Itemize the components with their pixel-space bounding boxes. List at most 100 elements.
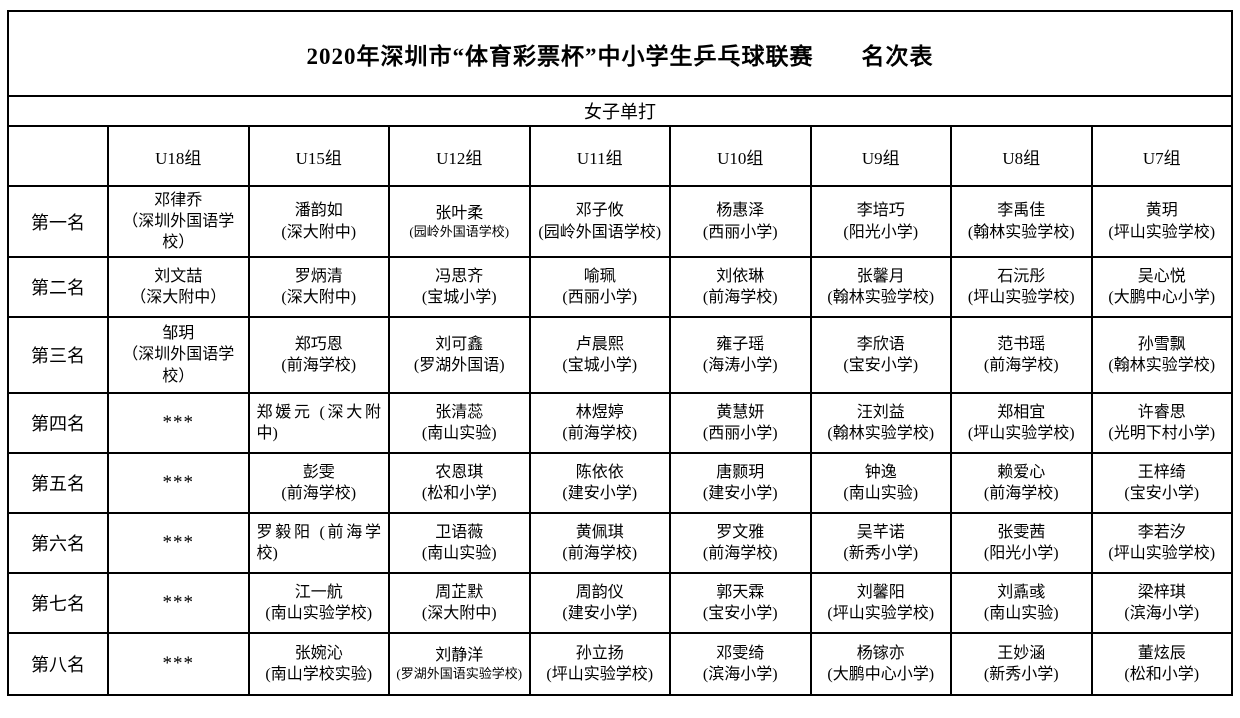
player-name: 罗炳清 bbox=[294, 267, 343, 285]
player-school: （深圳外国语学校） bbox=[122, 346, 235, 385]
player-school: (南山实验) bbox=[983, 605, 1059, 622]
player-school: (罗湖外国语) bbox=[413, 357, 505, 374]
player-school: (南山学校实验) bbox=[265, 666, 373, 683]
table-row: 第八名 *** 张婉沁 (南山学校实验) 刘静洋 (罗湖外国语实验学校) 孙立扬 (坪山实验学… bbox=[7, 632, 1233, 696]
result-cell: 张婉沁 (南山学校实验) bbox=[247, 632, 390, 696]
result-cell: 唐颢玥 (建安小学) bbox=[669, 452, 812, 514]
group-header: U11组 bbox=[528, 125, 671, 187]
group-header: U18组 bbox=[107, 125, 250, 187]
player-name: 邹玥 bbox=[162, 325, 195, 343]
player-name: 黄佩琪 bbox=[575, 523, 624, 541]
subtitle-row: 女子单打 bbox=[7, 95, 1233, 127]
result-cell: 罗炳清 (深大附中) bbox=[247, 256, 390, 318]
player-name: 江一航 bbox=[294, 583, 343, 601]
player-school: (宝城小学) bbox=[562, 357, 638, 374]
player-name: 郑相宜 bbox=[997, 403, 1046, 421]
player-school: (光明下村小学) bbox=[1108, 425, 1216, 442]
rank-cell: 第二名 bbox=[7, 256, 109, 318]
player-name: 郭天霖 bbox=[716, 583, 765, 601]
player-name: 邓律乔 bbox=[154, 191, 203, 209]
player-name: 李培巧 bbox=[856, 202, 905, 220]
result-cell: 喻珮 (西丽小学) bbox=[528, 256, 671, 318]
result-cell: 吴心悦 (大鹏中心小学) bbox=[1090, 256, 1233, 318]
result-cell: 董炫辰 (松和小学) bbox=[1090, 632, 1233, 696]
player-name: 吴芊诺 bbox=[856, 523, 905, 541]
result-cell: 张馨月 (翰林实验学校) bbox=[809, 256, 952, 318]
player-name: 许睿思 bbox=[1137, 403, 1186, 421]
table-row: 第一名 邓律乔 （深圳外国语学校） 潘韵如 (深大附中) 张叶柔 (园岭外国语学校) 邓子攸(… bbox=[7, 185, 1233, 258]
empty-result-cell: *** bbox=[107, 512, 250, 574]
player-name: 赖爱心 bbox=[997, 463, 1046, 481]
player-school: (西丽小学) bbox=[702, 425, 778, 442]
group-header: U15组 bbox=[247, 125, 390, 187]
player-name: 吴心悦 bbox=[1137, 267, 1186, 285]
player-school: (翰林实验学校) bbox=[1108, 357, 1216, 374]
player-school: (前海学校) bbox=[702, 289, 778, 306]
player-name: 卢晨熙 bbox=[575, 335, 624, 353]
result-cell: 孙雪飘 (翰林实验学校) bbox=[1090, 316, 1233, 394]
player-school: (松和小学) bbox=[421, 485, 497, 502]
table-row: 第四名 *** 郑媛元 (深大附中) 张清蕊 (南山实验) 林煜婷 (前海学校) 黄慧妍 (西丽… bbox=[7, 392, 1233, 454]
rank-cell: 第五名 bbox=[7, 452, 109, 514]
player-school: (阳光小学) bbox=[843, 223, 919, 241]
player-school: （深圳外国语学校） bbox=[122, 212, 235, 252]
player-school: (宝城小学) bbox=[421, 289, 497, 306]
player-school: (坪山实验学校) bbox=[967, 425, 1075, 442]
result-cell: 许睿思 (光明下村小学) bbox=[1090, 392, 1233, 454]
player-name: 孙立扬 bbox=[575, 644, 624, 662]
player-name: 卫语薇 bbox=[435, 523, 484, 541]
player-name: 彭雯 bbox=[302, 463, 335, 481]
rank-cell: 第七名 bbox=[7, 572, 109, 634]
group-header: U9组 bbox=[809, 125, 952, 187]
result-cell: 罗文雅 (前海学校) bbox=[669, 512, 812, 574]
result-cell: 李若汐 (坪山实验学校) bbox=[1090, 512, 1233, 574]
rank-cell: 第三名 bbox=[7, 316, 109, 394]
player-school: (南山实验学校) bbox=[265, 605, 373, 622]
rank-cell: 第六名 bbox=[7, 512, 109, 574]
result-cell: 郭天霖 (宝安小学) bbox=[669, 572, 812, 634]
player-school: (前海学校) bbox=[983, 357, 1059, 374]
player-school: (宝安小学) bbox=[702, 605, 778, 622]
player-name: 李欣语 bbox=[856, 335, 905, 353]
result-cell: 江一航 (南山实验学校) bbox=[247, 572, 390, 634]
player-school: (坪山实验学校) bbox=[1108, 545, 1216, 562]
result-cell: 陈依依 (建安小学) bbox=[528, 452, 671, 514]
player-name: 潘韵如 bbox=[294, 202, 343, 220]
player-name: 刘文喆 bbox=[154, 267, 203, 285]
result-cell: 杨镓亦 (大鹏中心小学) bbox=[809, 632, 952, 696]
player-school: (宝安小学) bbox=[843, 357, 919, 374]
result-cell: 刘静洋 (罗湖外国语实验学校) bbox=[388, 632, 531, 696]
player-name: 唐颢玥 bbox=[716, 463, 765, 481]
player-name: 张雯茜 bbox=[997, 523, 1046, 541]
player-school: （深大附中） bbox=[130, 289, 227, 306]
page-title: 2020年深圳市“体育彩票杯”中小学生乒乓球联赛 名次表 bbox=[7, 10, 1233, 97]
result-cell: 黄慧妍 (西丽小学) bbox=[669, 392, 812, 454]
player-school: (园岭外国语学校) bbox=[538, 223, 662, 241]
player-name: 张清蕊 bbox=[435, 403, 484, 421]
player-name: 黄慧妍 bbox=[716, 403, 765, 421]
result-cell: 李培巧 (阳光小学) bbox=[809, 185, 952, 258]
player-school: (翰林实验学校) bbox=[827, 425, 935, 442]
result-cell: 周韵仪 (建安小学) bbox=[528, 572, 671, 634]
player-school: (园岭外国语学校) bbox=[409, 223, 510, 239]
result-cell: 郑相宜 (坪山实验学校) bbox=[950, 392, 1093, 454]
empty-result-cell: *** bbox=[107, 392, 250, 454]
result-cell: 黄佩琪 (前海学校) bbox=[528, 512, 671, 574]
player-school: (深大附中) bbox=[421, 605, 497, 622]
rank-cell: 第一名 bbox=[7, 185, 109, 258]
player-school: (建安小学) bbox=[562, 605, 638, 622]
ranking-table: 2020年深圳市“体育彩票杯”中小学生乒乓球联赛 名次表 女子单打 U18组 U1… bbox=[7, 10, 1233, 696]
result-cell: 农恩琪 (松和小学) bbox=[388, 452, 531, 514]
player-name: 邓子攸 bbox=[575, 202, 624, 220]
player-name: 冯思齐 bbox=[435, 267, 484, 285]
table-row: 第五名 *** 彭雯 (前海学校) 农恩琪 (松和小学) 陈依依 (建安小学) 唐颢玥 (建安小学… bbox=[7, 452, 1233, 514]
player-name: 李若汐 bbox=[1137, 523, 1186, 541]
player-school: (海涛小学) bbox=[702, 357, 778, 374]
result-cell: 刘馨阳 (坪山实验学校) bbox=[809, 572, 952, 634]
player-school: (前海学校) bbox=[983, 485, 1059, 502]
table-row: 第三名 邹玥 （深圳外国语学校） 郑巧恩 (前海学校) 刘可鑫 (罗湖外国语) 卢晨熙 (宝城小… bbox=[7, 316, 1233, 394]
result-cell: 杨惠泽 (西丽小学) bbox=[669, 185, 812, 258]
player-name: 孙雪飘 bbox=[1137, 335, 1186, 353]
player-school: (滨海小学) bbox=[1124, 605, 1200, 622]
result-cell: 郑巧恩 (前海学校) bbox=[247, 316, 390, 394]
